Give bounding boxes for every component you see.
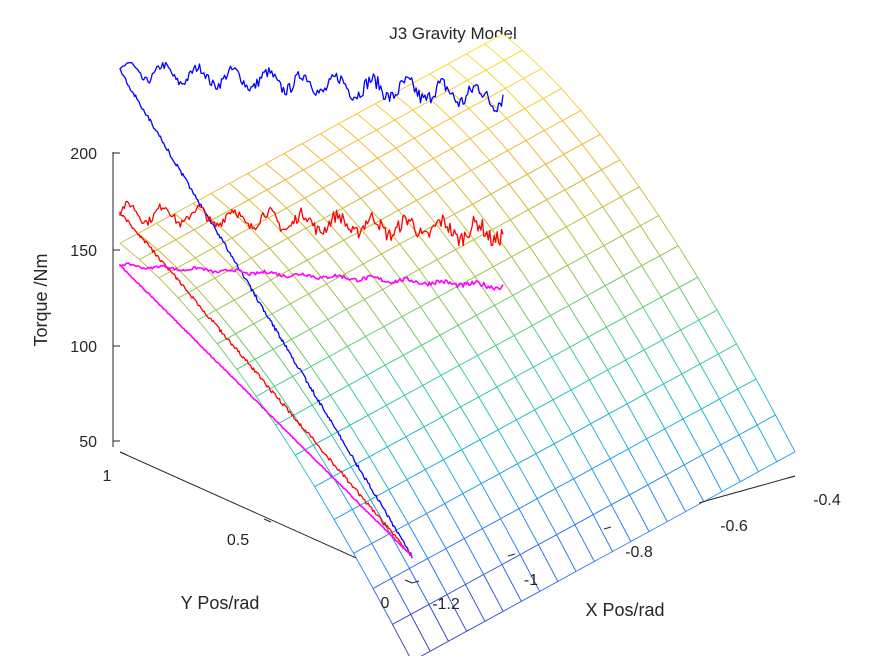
x-tick-label: -1 [524, 572, 538, 589]
chart-title: J3 Gravity Model [389, 24, 517, 43]
x-tick: -0.8 [603, 526, 653, 561]
z-tick-label: 50 [79, 434, 97, 451]
x-tick: -1.2 [411, 580, 460, 613]
y-tick-label: 1 [103, 468, 112, 485]
z-tick: 100 [70, 339, 120, 356]
measured-trajectories [119, 61, 504, 559]
x-tick: -0.6 [698, 500, 748, 535]
y-axis-label: Y Pos/rad [181, 593, 260, 613]
z-tick: 50 [79, 434, 120, 451]
x-tick: -0.4 [787, 475, 841, 509]
y-tick: 0 [381, 579, 413, 612]
x-tick-label: -0.6 [720, 518, 748, 535]
x-tick-label: -0.4 [813, 492, 841, 509]
x-tick: -1 [507, 553, 538, 589]
surface-cell [756, 414, 796, 463]
x-tick-label: -0.8 [625, 544, 653, 561]
y-tick: 1 [103, 451, 128, 485]
y-tick: 0.5 [227, 518, 272, 549]
x-tick-label: -1.2 [432, 596, 460, 613]
torque-surface [119, 33, 796, 656]
series-trajectory [119, 262, 504, 557]
y-tick-label: 0.5 [227, 532, 249, 549]
z-tick: 200 [70, 146, 120, 163]
series-trajectory [119, 61, 504, 559]
series-trajectory [119, 200, 504, 558]
z-tick-label: 200 [70, 146, 97, 163]
x-axis-label: X Pos/rad [585, 600, 664, 620]
z-tick-label: 150 [70, 243, 97, 260]
z-axis-label: Torque /Nm [31, 253, 51, 346]
z-tick-label: 100 [70, 339, 97, 356]
z-tick: 150 [70, 243, 120, 260]
y-tick-label: 0 [381, 595, 390, 612]
